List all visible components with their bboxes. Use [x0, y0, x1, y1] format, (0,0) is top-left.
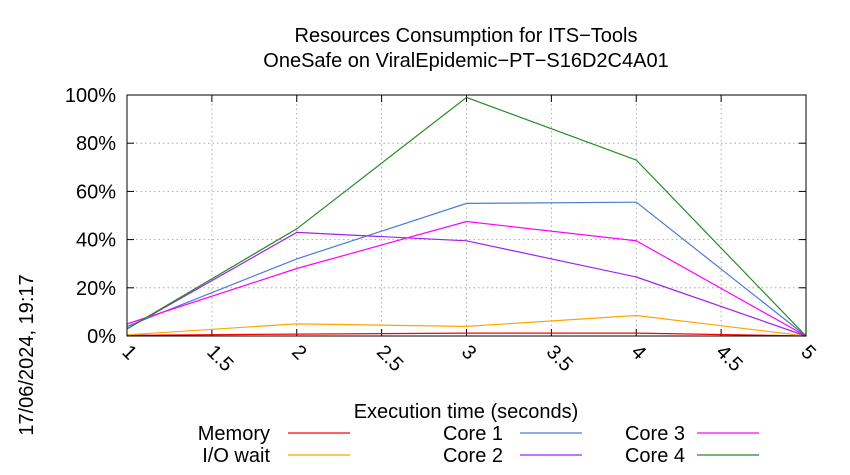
x-tick-label: 1: [117, 341, 140, 364]
chart-subtitle: OneSafe on ViralEpidemic−PT−S16D2C4A01: [263, 50, 668, 72]
series-line-core-2: [126, 231, 807, 337]
grid: [127, 95, 806, 336]
plot-area: [126, 96, 807, 337]
x-tick-label: 2.5: [372, 341, 407, 376]
timestamp-label: 17/06/2024, 19:17: [16, 274, 38, 435]
y-tick-label: 100%: [65, 85, 116, 107]
x-tick-label: 4.5: [712, 341, 747, 376]
y-tick-label: 20%: [76, 278, 116, 300]
legend-label-core-4: Core 4: [625, 445, 685, 467]
series-line-i-o-wait: [126, 314, 807, 337]
legend-label-core-1: Core 1: [443, 423, 503, 445]
chart-title: Resources Consumption for ITS−Tools: [295, 25, 638, 47]
legend-label-memory: Memory: [198, 423, 270, 445]
x-tick-label: 1.5: [202, 341, 237, 376]
x-tick-label: 4: [627, 341, 650, 364]
series-line-memory: [126, 332, 807, 337]
legend-label-core-2: Core 2: [443, 445, 503, 467]
series-line-core-4: [126, 96, 807, 337]
x-tick-label: 5: [796, 341, 819, 364]
y-tick-label: 40%: [76, 230, 116, 252]
legend-label-i-o-wait: I/O wait: [202, 445, 270, 467]
y-tick-label: 60%: [76, 181, 116, 203]
x-tick-label: 2: [287, 341, 310, 364]
y-tick-label: 0%: [87, 326, 116, 348]
x-axis-label: Execution time (seconds): [354, 401, 579, 423]
y-axis: 0% 20% 40% 60% 80% 100%: [65, 85, 806, 348]
series-line-core-3: [126, 220, 807, 337]
x-tick-label: 3: [457, 341, 480, 364]
series-line-core-1: [126, 201, 807, 337]
x-tick-label: 3.5: [542, 341, 577, 376]
plot-border: [126, 94, 807, 337]
legend-label-core-3: Core 3: [625, 423, 685, 445]
y-tick-label: 80%: [76, 133, 116, 155]
